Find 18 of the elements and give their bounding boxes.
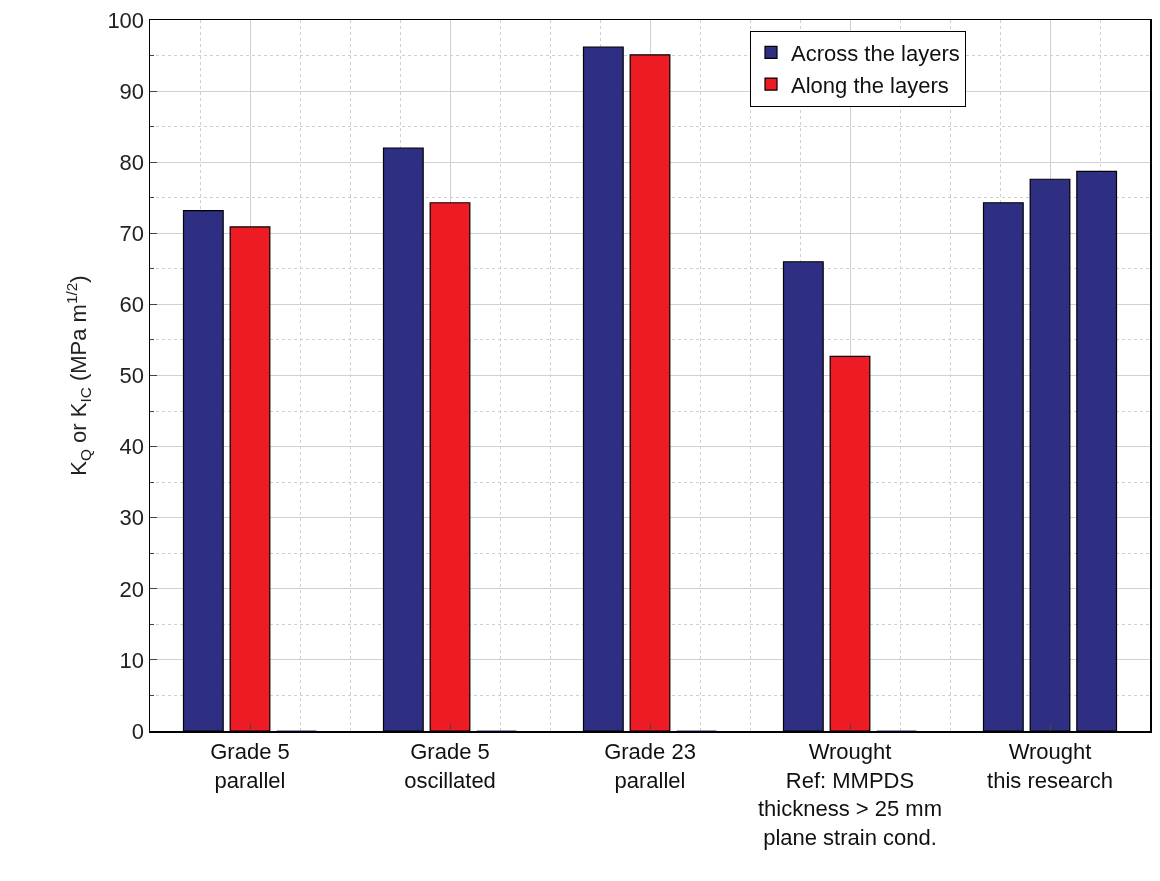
y-tick-label: 10 xyxy=(119,647,145,673)
y-tick-label: 40 xyxy=(119,434,145,460)
x-tick-label: Wrought Ref: MMPDS thickness > 25 mm plane strain cond. xyxy=(757,738,943,850)
y-tick-label: 50 xyxy=(119,363,145,389)
y-tick-label: 60 xyxy=(119,292,145,318)
x-tick-label: Grade 23 parallel xyxy=(604,738,696,793)
legend-label: Across the layers xyxy=(791,41,960,67)
y-tick-label: 70 xyxy=(119,221,145,246)
legend-label: Along the layers xyxy=(791,72,949,98)
y-tick-label: 30 xyxy=(119,505,145,531)
y-tick-label: 20 xyxy=(119,576,145,602)
y-tick-label: 90 xyxy=(119,78,145,104)
y-tick-label: 80 xyxy=(119,149,145,175)
x-tick-label: Wrought this research xyxy=(987,738,1113,793)
x-tick-label: Grade 5 oscillated xyxy=(404,738,496,793)
y-tick-label: 0 xyxy=(131,718,145,744)
y-tick-label: 100 xyxy=(107,7,145,33)
x-tick-label: Grade 5 parallel xyxy=(210,738,290,793)
